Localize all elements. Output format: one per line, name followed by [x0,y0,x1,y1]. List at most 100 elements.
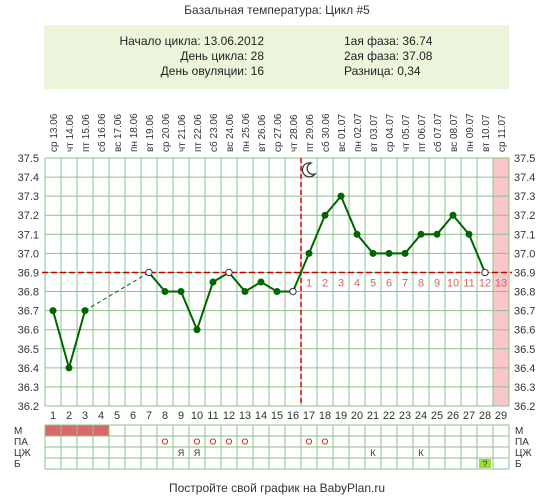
date-label: вс 24.06 [225,114,236,152]
date-label: ср 11.07 [497,114,508,152]
date-label: пт 15.06 [81,114,92,152]
day-number: 25 [431,410,443,422]
y-tick-left: 36.5 [18,344,39,356]
series-line [356,233,374,255]
data-point [49,307,57,315]
day-number: 7 [146,410,152,422]
day-number: 27 [463,410,475,422]
y-tick-right: 36.6 [514,325,535,337]
series-line [452,214,470,235]
date-label: чт 28.06 [289,114,300,152]
chart-title: Базальная температура: Цикл #5 [184,3,370,17]
date-label: ср 20.06 [161,113,172,152]
row-label-left: ПА [14,437,28,448]
y-tick-right: 37.2 [514,210,535,222]
data-point [65,364,73,372]
post-ovulation-day: 9 [434,277,440,289]
day-number: 22 [383,410,395,422]
date-label: вс 08.07 [449,114,460,152]
data-point-open [289,287,297,296]
y-tick-right: 36.4 [514,363,535,375]
pa-marker [193,438,201,445]
date-label: ср 27.06 [273,113,284,152]
y-tick-right: 36.5 [514,344,535,356]
day-number: 15 [271,410,283,422]
day-number: 12 [223,410,235,422]
pa-marker [161,438,169,445]
row-label-left: Б [14,459,21,470]
data-point [305,249,313,257]
today-column [493,158,509,406]
y-tick-left: 36.7 [18,306,39,318]
day-number: 6 [130,410,136,422]
data-point [369,249,377,257]
data-point [465,230,473,238]
phase2-average: 2ая фаза: 37.08 [344,49,433,63]
pa-marker [209,438,217,445]
y-tick-right: 37.5 [514,153,535,165]
menses-cell [77,425,93,436]
date-label: пн 18.06 [129,113,140,152]
pa-marker [241,438,249,445]
series-line [468,233,486,273]
y-tick-left: 36.3 [18,382,39,394]
data-point-open [481,268,489,277]
day-number: 18 [319,410,331,422]
cycle-start: Начало цикла: 13.06.2012 [119,34,264,48]
day-number: 19 [335,410,347,422]
y-tick-left: 37.1 [18,229,39,241]
date-label: пт 29.06 [305,114,316,152]
day-number: 5 [114,410,120,422]
czh-mark: К [418,448,424,458]
day-number: 3 [82,410,88,422]
czh-mark: Я [194,448,201,458]
series-line [228,271,246,293]
y-tick-left: 36.8 [18,287,39,299]
data-point [193,326,201,334]
data-point [401,249,409,257]
day-number: 20 [351,410,363,422]
footer-link-text[interactable]: Постройте свой график на BabyPlan.ru [168,481,386,495]
day-number: 10 [191,410,203,422]
data-point [417,230,425,238]
date-label: пт 22.06 [193,114,204,152]
date-label: ср 04.07 [385,113,396,152]
day-number: 26 [447,410,459,422]
row-label-right: ЦЖ [515,448,532,459]
date-label: вт 19.06 [145,114,156,152]
data-point [385,249,393,257]
row-label-left: М [14,426,22,437]
y-tick-right: 36.9 [514,267,535,279]
day-number: 14 [255,410,267,422]
row-label-left: ЦЖ [14,448,31,459]
date-label: пн 02.07 [353,113,364,152]
series-line [308,214,326,254]
data-point-open [225,268,233,277]
y-tick-left: 36.2 [18,401,39,413]
series-line [148,271,166,293]
y-tick-left: 37.2 [18,210,39,222]
series-line [340,195,358,235]
date-label: сб 16.06 [96,113,108,152]
day-number: 4 [98,410,104,422]
phase1-average: 1ая фаза: 36.74 [344,34,433,48]
data-point [353,230,361,238]
pa-marker [225,438,233,445]
day-number: 28 [479,410,491,422]
data-point [161,288,169,296]
y-tick-right: 37.0 [514,248,535,260]
y-tick-right: 36.2 [514,401,535,413]
menses-cell [61,425,77,436]
data-point [449,211,457,219]
data-point [273,288,281,296]
date-label: сб 07.07 [432,113,444,152]
post-ovulation-day: 13 [495,277,507,289]
post-ovulation-day: 4 [354,277,360,289]
czh-mark: Я [178,448,185,458]
pa-marker [305,438,313,445]
row-label-right: ПА [515,437,529,448]
y-tick-left: 36.4 [18,363,39,375]
menses-cell [93,425,109,436]
series-line [52,310,70,369]
post-ovulation-day: 3 [338,277,344,289]
